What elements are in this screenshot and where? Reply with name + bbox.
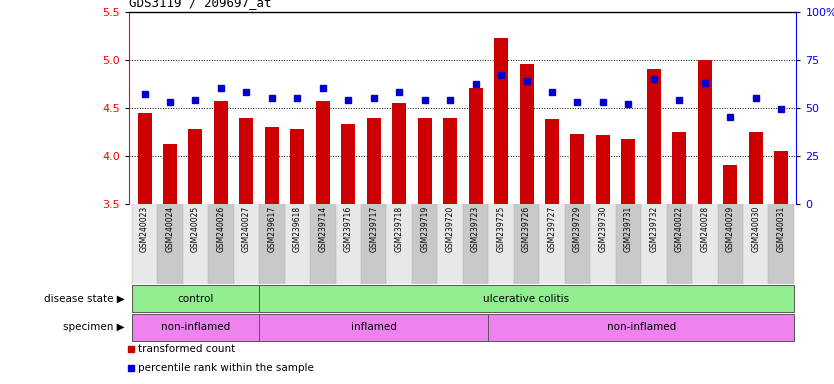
Bar — [259, 285, 794, 313]
Text: GSM239718: GSM239718 — [394, 206, 404, 252]
Text: GSM239716: GSM239716 — [344, 206, 353, 252]
Bar — [666, 204, 692, 284]
Bar — [386, 204, 412, 284]
Text: ulcerative colitis: ulcerative colitis — [484, 293, 570, 304]
Bar — [540, 204, 565, 284]
Text: inflamed: inflamed — [351, 322, 397, 333]
Bar — [596, 136, 610, 204]
Text: GSM240028: GSM240028 — [701, 206, 709, 252]
Bar — [132, 313, 259, 341]
Text: GSM240022: GSM240022 — [675, 206, 684, 252]
Bar — [749, 131, 763, 204]
Bar — [335, 204, 361, 284]
Bar — [647, 69, 661, 204]
Text: non-inflamed: non-inflamed — [161, 322, 230, 333]
Bar — [158, 204, 183, 284]
Bar — [672, 131, 686, 204]
Bar — [138, 113, 152, 204]
Text: non-inflamed: non-inflamed — [606, 322, 676, 333]
Text: GSM239714: GSM239714 — [319, 206, 327, 252]
Bar — [259, 204, 284, 284]
Text: GSM239719: GSM239719 — [420, 206, 430, 252]
Bar — [163, 144, 177, 204]
Text: GSM239726: GSM239726 — [522, 206, 531, 252]
Bar — [565, 204, 590, 284]
Text: GSM239723: GSM239723 — [471, 206, 480, 252]
Text: transformed count: transformed count — [138, 344, 235, 354]
Text: GSM240029: GSM240029 — [726, 206, 735, 252]
Bar — [234, 204, 259, 284]
Bar — [698, 60, 711, 204]
Text: GSM239727: GSM239727 — [547, 206, 556, 252]
Bar — [615, 204, 641, 284]
Bar — [774, 151, 788, 204]
Bar — [743, 204, 768, 284]
Bar — [621, 139, 636, 204]
Text: GSM240023: GSM240023 — [140, 206, 149, 252]
Text: GSM239618: GSM239618 — [293, 206, 302, 252]
Text: percentile rank within the sample: percentile rank within the sample — [138, 362, 314, 373]
Bar — [641, 204, 666, 284]
Bar — [290, 129, 304, 204]
Text: GSM240026: GSM240026 — [217, 206, 225, 252]
Text: GSM240027: GSM240027 — [242, 206, 251, 252]
Bar — [590, 204, 615, 284]
Bar — [132, 204, 158, 284]
Text: GSM239729: GSM239729 — [573, 206, 582, 252]
Text: specimen ▶: specimen ▶ — [63, 322, 125, 333]
Bar — [316, 101, 329, 204]
Bar — [132, 285, 259, 313]
Text: GSM239731: GSM239731 — [624, 206, 633, 252]
Bar — [723, 165, 737, 204]
Bar — [514, 204, 540, 284]
Bar — [183, 204, 208, 284]
Bar — [367, 118, 381, 204]
Bar — [768, 204, 794, 284]
Bar — [437, 204, 463, 284]
Bar — [489, 313, 794, 341]
Bar — [520, 64, 534, 204]
Bar — [469, 88, 483, 204]
Bar — [341, 124, 355, 204]
Bar — [214, 101, 228, 204]
Bar — [392, 103, 406, 204]
Bar — [188, 129, 203, 204]
Text: GSM239720: GSM239720 — [445, 206, 455, 252]
Bar — [265, 127, 279, 204]
Bar — [545, 119, 559, 204]
Bar — [239, 118, 254, 204]
Bar — [570, 134, 585, 204]
Text: GSM240031: GSM240031 — [776, 206, 786, 252]
Bar — [284, 204, 310, 284]
Text: GSM240025: GSM240025 — [191, 206, 200, 252]
Text: GSM239717: GSM239717 — [369, 206, 379, 252]
Text: GSM239617: GSM239617 — [268, 206, 276, 252]
Bar — [412, 204, 437, 284]
Bar — [310, 204, 335, 284]
Bar — [208, 204, 234, 284]
Bar — [443, 118, 457, 204]
Text: GDS3119 / 209697_at: GDS3119 / 209697_at — [129, 0, 272, 9]
Bar — [489, 204, 514, 284]
Text: GSM240024: GSM240024 — [165, 206, 174, 252]
Bar — [717, 204, 743, 284]
Text: control: control — [178, 293, 214, 304]
Bar — [418, 118, 432, 204]
Bar — [259, 313, 489, 341]
Bar — [361, 204, 386, 284]
Text: GSM239732: GSM239732 — [650, 206, 658, 252]
Bar — [692, 204, 717, 284]
Text: GSM239725: GSM239725 — [496, 206, 505, 252]
Text: GSM239730: GSM239730 — [599, 206, 607, 252]
Text: GSM240030: GSM240030 — [751, 206, 761, 252]
Bar — [494, 38, 508, 204]
Text: disease state ▶: disease state ▶ — [44, 293, 125, 304]
Bar — [463, 204, 489, 284]
